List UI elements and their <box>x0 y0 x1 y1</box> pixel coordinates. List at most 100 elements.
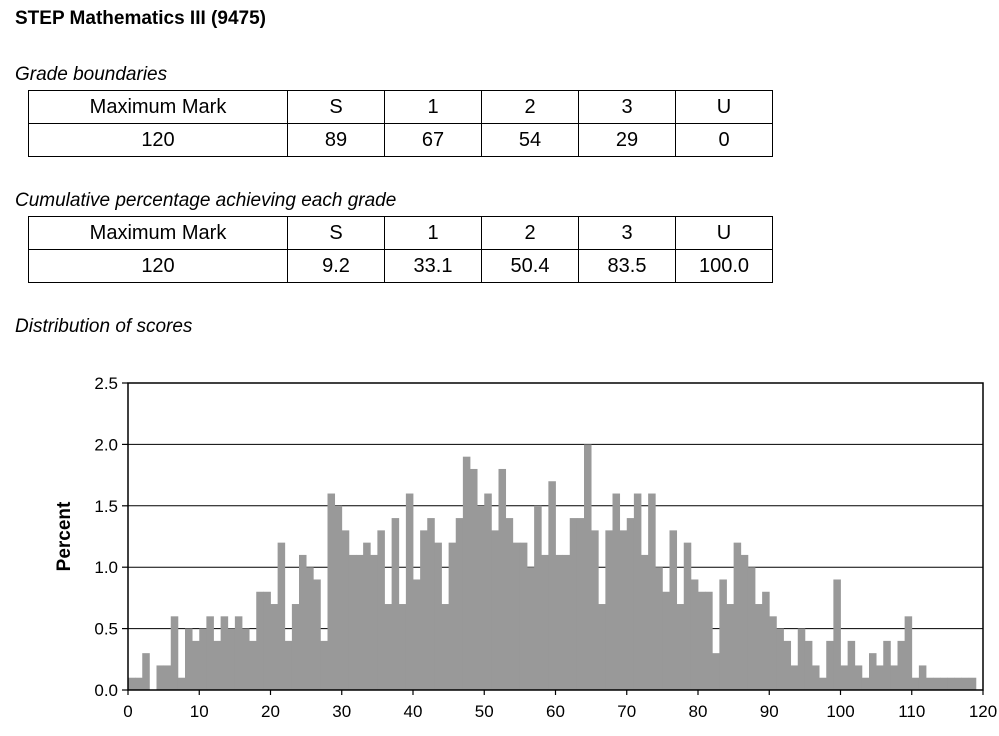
histogram-bar <box>555 554 564 690</box>
histogram-bar <box>605 530 613 690</box>
histogram-bar <box>633 493 642 690</box>
histogram-bar <box>270 604 279 690</box>
histogram-bar <box>527 567 535 690</box>
table-row: Maximum Mark S 1 2 3 U <box>28 90 773 124</box>
histogram-bar <box>968 677 977 690</box>
histogram-bar <box>854 665 863 690</box>
histogram-bar <box>584 444 592 690</box>
y-tick-label: 2.0 <box>94 435 118 454</box>
histogram-bar <box>441 604 450 690</box>
table-cell: 120 <box>28 123 288 157</box>
histogram-bar <box>762 591 770 690</box>
histogram-bar <box>398 604 407 690</box>
histogram-bar <box>491 530 499 690</box>
histogram-bar <box>669 530 678 690</box>
table-header-cell: 3 <box>578 90 676 124</box>
histogram-bar <box>712 653 720 690</box>
histogram-bar <box>676 604 685 690</box>
table-header-cell: Maximum Mark <box>28 216 288 250</box>
cumulative-table: Maximum Mark S 1 2 3 U 120 9.2 33.1 50.4… <box>28 216 773 283</box>
histogram-bar <box>256 591 264 690</box>
table-cell: 50.4 <box>481 249 579 283</box>
histogram-bar <box>505 518 514 690</box>
table-header-cell: U <box>675 216 773 250</box>
table-cell: 29 <box>578 123 676 157</box>
histogram-bar <box>213 640 222 690</box>
x-tick-label: 90 <box>760 702 779 721</box>
table-header-cell: 2 <box>481 216 579 250</box>
histogram-bar <box>548 481 556 690</box>
histogram-bar <box>740 554 749 690</box>
histogram-bar <box>705 591 713 690</box>
histogram-bar <box>911 677 920 690</box>
table-header-cell: U <box>675 90 773 124</box>
table-header-cell: S <box>287 90 385 124</box>
histogram-bar <box>733 542 742 690</box>
table-header-cell: 1 <box>384 90 482 124</box>
histogram-bar <box>448 542 457 690</box>
table-header-cell: 2 <box>481 90 579 124</box>
histogram-bar <box>961 677 970 690</box>
histogram-bar <box>897 640 906 690</box>
histogram-bar <box>940 677 948 690</box>
histogram-bar <box>284 640 293 690</box>
histogram-bar <box>926 677 934 690</box>
histogram-bar <box>890 665 898 690</box>
histogram-bar <box>876 665 884 690</box>
histogram-bar <box>363 542 371 690</box>
x-tick-label: 100 <box>826 702 854 721</box>
y-tick-label: 0.5 <box>94 620 118 639</box>
histogram-bar <box>477 505 485 690</box>
histogram-bar <box>569 518 578 690</box>
table-header-cell: 1 <box>384 216 482 250</box>
page-title: STEP Mathematics III (9475) <box>15 8 266 29</box>
histogram-bar <box>826 640 834 690</box>
histogram-bar <box>170 616 179 690</box>
histogram-bar <box>384 604 393 690</box>
histogram-bar <box>320 640 328 690</box>
histogram-bar <box>804 640 813 690</box>
cumulative-heading: Cumulative percentage achieving each gra… <box>15 190 397 211</box>
table-row: 120 89 67 54 29 0 <box>28 123 773 157</box>
table-cell: 89 <box>287 123 385 157</box>
histogram-bar <box>377 530 385 690</box>
histogram-bar <box>291 604 300 690</box>
histogram-bar <box>861 677 870 690</box>
histogram-bar <box>199 628 207 690</box>
histogram-bar <box>313 579 321 690</box>
histogram-bar <box>185 628 193 690</box>
histogram-bar <box>427 518 435 690</box>
table-header-cell: 3 <box>578 216 676 250</box>
histogram-bar <box>142 653 150 690</box>
histogram-bar <box>612 493 621 690</box>
grade-boundaries-table: Maximum Mark S 1 2 3 U 120 89 67 54 29 0 <box>28 90 773 157</box>
x-tick-label: 0 <box>123 702 132 721</box>
histogram-bar <box>242 628 250 690</box>
grade-boundaries-heading: Grade boundaries <box>15 64 168 85</box>
histogram-bar <box>541 554 549 690</box>
histogram-bar <box>648 493 656 690</box>
x-tick-label: 60 <box>546 702 565 721</box>
histogram-bar <box>655 567 663 690</box>
histogram-bar <box>790 665 799 690</box>
table-cell: 83.5 <box>578 249 676 283</box>
histogram-bar <box>348 554 357 690</box>
histogram-bar <box>519 542 528 690</box>
histogram-bar <box>769 616 777 690</box>
table-header-cell: Maximum Mark <box>28 90 288 124</box>
table-row: 120 9.2 33.1 50.4 83.5 100.0 <box>28 249 773 283</box>
histogram-bar <box>833 579 841 690</box>
histogram-bar <box>904 616 913 690</box>
histogram-bar <box>277 542 286 690</box>
histogram-bar <box>783 640 792 690</box>
histogram-bar <box>455 518 464 690</box>
y-axis-label: Percent <box>54 501 75 571</box>
histogram-bar <box>370 554 378 690</box>
histogram-bar <box>227 628 236 690</box>
histogram-bar <box>299 554 307 690</box>
histogram-bar <box>512 542 521 690</box>
histogram-bar <box>341 530 350 690</box>
histogram-bar <box>334 505 343 690</box>
histogram-bar <box>576 518 585 690</box>
histogram-bar <box>947 677 955 690</box>
